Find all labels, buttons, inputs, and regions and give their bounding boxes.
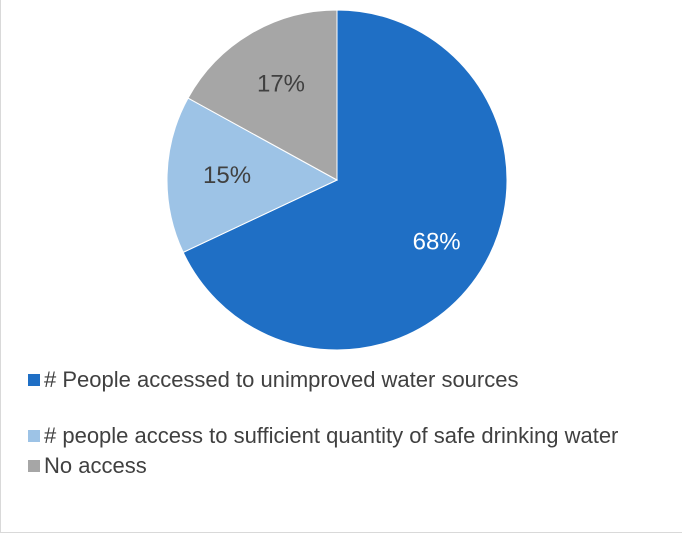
legend-item-no-access: No access [28, 452, 678, 480]
slice-unimproved-sources [182, 9, 508, 351]
data-label-unimproved-sources: 68% [413, 229, 461, 256]
legend-label-safe-drinking-water: # people access to sufficient quantity o… [44, 423, 619, 448]
legend: # People accessed to unimproved water so… [28, 366, 678, 480]
slice-no-access [187, 9, 338, 181]
legend-item-safe-drinking-water: # people access to sufficient quantity o… [28, 422, 678, 450]
legend-swatch-safe-drinking-water [28, 430, 40, 442]
slice-safe-drinking-water [166, 97, 339, 254]
legend-label-unimproved-sources: # People accessed to unimproved water so… [44, 367, 519, 392]
legend-label-no-access: No access [44, 453, 147, 478]
legend-item-unimproved-sources: # People accessed to unimproved water so… [28, 366, 678, 394]
data-label-safe-drinking-water: 15% [203, 162, 251, 189]
legend-swatch-unimproved-sources [28, 374, 40, 386]
data-label-no-access: 17% [257, 71, 305, 98]
legend-swatch-no-access [28, 460, 40, 472]
pie-chart: 68% 15% 17% [166, 9, 508, 351]
